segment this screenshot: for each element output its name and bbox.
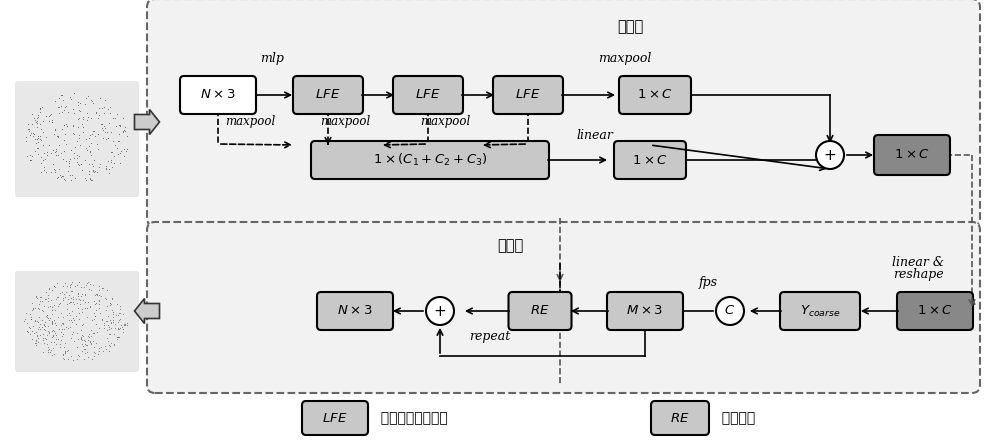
- Text: $N\times3$: $N\times3$: [337, 305, 373, 317]
- Text: linear: linear: [577, 129, 613, 142]
- Text: reshape: reshape: [893, 268, 943, 281]
- Text: $LFE$: $LFE$: [315, 88, 341, 102]
- FancyBboxPatch shape: [293, 76, 363, 114]
- FancyBboxPatch shape: [147, 0, 980, 226]
- FancyBboxPatch shape: [614, 141, 686, 179]
- Text: maxpool: maxpool: [420, 115, 470, 128]
- FancyBboxPatch shape: [607, 292, 683, 330]
- FancyBboxPatch shape: [15, 81, 139, 197]
- Text: $N\times3$: $N\times3$: [200, 88, 236, 102]
- Text: maxpool: maxpool: [598, 52, 652, 65]
- Text: $LFE$: $LFE$: [322, 412, 348, 424]
- FancyBboxPatch shape: [393, 76, 463, 114]
- FancyBboxPatch shape: [619, 76, 691, 114]
- Text: maxpool: maxpool: [225, 115, 275, 128]
- FancyBboxPatch shape: [180, 76, 256, 114]
- Text: $Y_{coarse}$: $Y_{coarse}$: [800, 303, 840, 318]
- FancyBboxPatch shape: [651, 401, 709, 435]
- Text: 局部特征嵌入模块: 局部特征嵌入模块: [372, 411, 448, 425]
- FancyBboxPatch shape: [493, 76, 563, 114]
- Text: $1\times(C_1+C_2+C_3)$: $1\times(C_1+C_2+C_3)$: [373, 152, 487, 168]
- Text: $1\times C$: $1\times C$: [917, 305, 953, 317]
- Circle shape: [426, 297, 454, 325]
- Text: $1\times C$: $1\times C$: [894, 148, 930, 162]
- Text: fps: fps: [699, 276, 718, 289]
- FancyBboxPatch shape: [311, 141, 549, 179]
- Text: $C$: $C$: [724, 305, 736, 317]
- FancyBboxPatch shape: [509, 292, 572, 330]
- Text: repeat: repeat: [469, 330, 511, 343]
- Polygon shape: [134, 110, 160, 135]
- FancyBboxPatch shape: [780, 292, 860, 330]
- Text: mlp: mlp: [260, 52, 284, 65]
- Text: $+$: $+$: [823, 147, 837, 163]
- Text: $LFE$: $LFE$: [415, 88, 441, 102]
- Text: 编码器: 编码器: [617, 19, 643, 34]
- FancyBboxPatch shape: [317, 292, 393, 330]
- Polygon shape: [134, 298, 160, 324]
- Text: linear &: linear &: [892, 256, 944, 269]
- Text: $RE$: $RE$: [670, 412, 690, 424]
- Text: $M\times3$: $M\times3$: [626, 305, 664, 317]
- Text: $1\times C$: $1\times C$: [637, 88, 673, 102]
- Text: maxpool: maxpool: [320, 115, 370, 128]
- Text: 细化模块: 细化模块: [713, 411, 755, 425]
- Circle shape: [716, 297, 744, 325]
- FancyBboxPatch shape: [897, 292, 973, 330]
- FancyBboxPatch shape: [15, 271, 139, 372]
- Text: $+$: $+$: [433, 304, 447, 318]
- Circle shape: [816, 141, 844, 169]
- Text: $RE$: $RE$: [530, 305, 550, 317]
- FancyBboxPatch shape: [874, 135, 950, 175]
- Text: $LFE$: $LFE$: [515, 88, 541, 102]
- Text: $1\times C$: $1\times C$: [632, 154, 668, 166]
- FancyBboxPatch shape: [302, 401, 368, 435]
- FancyBboxPatch shape: [147, 222, 980, 393]
- Text: 解码器: 解码器: [497, 238, 523, 253]
